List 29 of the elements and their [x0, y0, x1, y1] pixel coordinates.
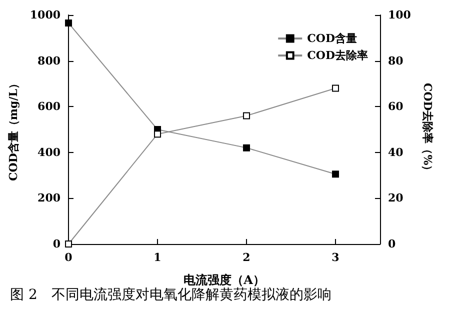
point: [154, 130, 162, 138]
point: [243, 144, 250, 152]
y2-tick-label: 0: [388, 238, 396, 250]
y2-tick-label: 80: [388, 54, 404, 68]
legend-label: COD去除率: [307, 49, 368, 62]
point: [65, 240, 72, 248]
y2-tick-label: 100: [388, 8, 412, 22]
y2-tick-label: 40: [388, 146, 404, 159]
x-tick-label: 0: [64, 251, 73, 264]
y2-axis-title: COD去除率（%）: [420, 82, 434, 176]
x-tick-label: 1: [154, 251, 162, 264]
y-tick-label: 600: [38, 100, 61, 114]
y-tick-label: 800: [38, 54, 61, 68]
y-tick-label: 0: [52, 238, 61, 250]
y-tick-label: 200: [38, 192, 61, 205]
x-axis-title: 电流强度（A）: [184, 273, 265, 287]
caption: 图 2 不同电流强度对电氧化降解黄药模拟液的影响: [10, 287, 332, 303]
point: [332, 170, 339, 178]
y2-tick-label: 60: [388, 100, 404, 114]
y-axis-title: COD含量（mg/L）: [7, 78, 20, 181]
y-tick-label: 400: [38, 146, 61, 159]
point: [332, 84, 339, 92]
point: [65, 20, 72, 27]
x-tick-label: 2: [242, 251, 250, 264]
y-tick-label: 1000: [30, 8, 61, 22]
legend-label: COD含量: [307, 32, 358, 45]
y2-tick-label: 20: [388, 192, 404, 205]
point: [243, 112, 250, 120]
x-tick-label: 3: [332, 251, 340, 264]
